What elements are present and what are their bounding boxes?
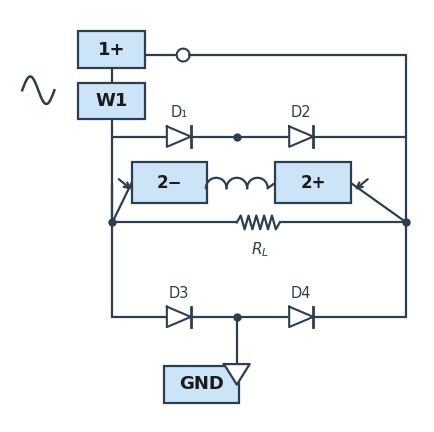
Text: 2−: 2−	[156, 174, 181, 192]
Polygon shape	[176, 49, 189, 61]
Text: $R_L$: $R_L$	[251, 241, 269, 259]
Text: D3: D3	[168, 286, 189, 301]
Text: D4: D4	[290, 286, 311, 301]
Text: D2: D2	[290, 105, 311, 120]
Text: W1: W1	[95, 92, 127, 110]
Text: D₁: D₁	[170, 105, 187, 120]
Polygon shape	[289, 127, 312, 147]
FancyBboxPatch shape	[78, 83, 144, 119]
Polygon shape	[167, 307, 191, 327]
FancyBboxPatch shape	[132, 162, 206, 203]
Polygon shape	[289, 307, 312, 327]
FancyBboxPatch shape	[78, 32, 144, 68]
Text: 2+: 2+	[299, 174, 325, 192]
FancyBboxPatch shape	[275, 162, 350, 203]
Text: GND: GND	[178, 375, 224, 394]
FancyBboxPatch shape	[164, 366, 238, 403]
Text: 1+: 1+	[97, 41, 125, 59]
Polygon shape	[167, 127, 191, 147]
Polygon shape	[224, 364, 249, 384]
